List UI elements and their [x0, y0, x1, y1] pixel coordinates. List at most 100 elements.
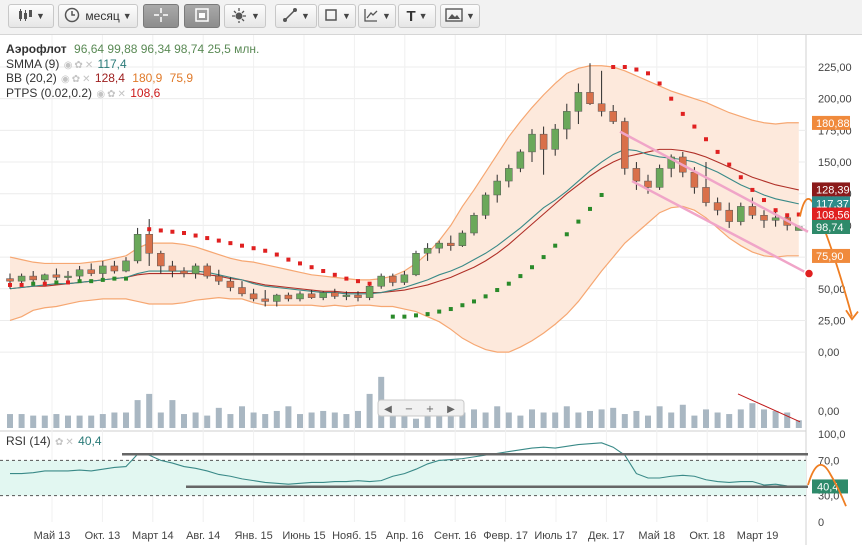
navigator-zoom-in-icon[interactable]: + — [426, 404, 434, 415]
candle-body — [17, 275, 26, 282]
eye-icon[interactable]: ◉ — [96, 88, 106, 100]
volume-bar — [308, 412, 315, 428]
price-tag-label: 108,56 — [816, 210, 850, 222]
crosshair-button[interactable] — [143, 4, 179, 28]
volume-bar — [529, 409, 535, 428]
volume-bar — [679, 404, 686, 428]
volume-bar — [41, 415, 48, 428]
navigator-bar — [377, 399, 465, 417]
candle-body — [319, 292, 327, 298]
volume-bar — [656, 406, 663, 428]
ptps-dot — [112, 276, 117, 281]
ptps-dot — [530, 265, 534, 270]
ptps-dot — [495, 288, 500, 293]
volume-bar — [366, 393, 373, 428]
navigator-zoom-out-icon[interactable]: − — [405, 404, 413, 415]
eye-icon[interactable]: ◉ — [61, 74, 70, 85]
ptps-dot — [298, 261, 302, 266]
rsi-legend: RSI (14) ✿ ✕ 40,4 — [6, 434, 102, 448]
candle-body — [447, 242, 455, 246]
candle-body — [249, 293, 258, 300]
volume-bar — [53, 414, 60, 428]
image-button[interactable]: ▼ — [440, 4, 480, 28]
volume-bar — [737, 409, 744, 428]
ptps-dot — [796, 212, 801, 217]
indicators-button[interactable]: ▼ — [224, 4, 266, 28]
ptps-dot — [42, 281, 47, 286]
volume-bar — [343, 414, 350, 428]
volume-bar — [598, 409, 605, 428]
volume-bar — [320, 410, 327, 428]
candle-body — [122, 260, 130, 272]
navigator-right-icon[interactable]: ▶ — [447, 404, 455, 415]
line-tool-button[interactable]: ▼ — [275, 4, 317, 28]
trend-end-marker — [803, 268, 815, 279]
candle-body — [737, 206, 745, 222]
chart-window-button[interactable] — [184, 4, 220, 28]
ptps-dot — [680, 111, 685, 116]
volume-bar — [587, 410, 593, 428]
x-tick-label: Март 14 — [132, 530, 174, 542]
candle-body — [168, 265, 177, 272]
volume-bar — [645, 415, 651, 428]
candle-body — [725, 209, 733, 222]
candle-body — [87, 269, 95, 274]
x-tick-label: Май 13 — [34, 530, 71, 542]
candle-body — [365, 285, 374, 298]
period-label: месяц — [85, 9, 120, 23]
legend: Аэрофлот 96,64 99,88 96,34 98,74 25,5 мл… — [6, 42, 259, 100]
candle-body — [748, 206, 757, 216]
ptps-dot — [216, 238, 221, 243]
x-tick-label: Апр. 16 — [386, 530, 424, 542]
ptps-dot — [147, 227, 152, 232]
candle-body — [238, 287, 246, 295]
close-icon[interactable]: ✕ — [84, 59, 94, 71]
volume-bar — [99, 414, 106, 428]
candle-body — [110, 265, 119, 272]
volume-bar — [215, 407, 222, 428]
candle-body — [597, 103, 606, 112]
volume-bar — [88, 415, 95, 428]
period-select[interactable]: месяц ▼ — [58, 4, 138, 28]
gear-icon[interactable]: ✿ — [74, 59, 83, 71]
rsi-value: 40,4 — [78, 434, 102, 448]
volume-bar — [505, 412, 512, 428]
volume-bar — [436, 410, 443, 428]
gear-icon[interactable]: ✿ — [107, 88, 116, 100]
rsi-forecast-arrow — [807, 464, 847, 507]
eye-icon[interactable]: ◉ — [63, 59, 73, 71]
gear-icon[interactable]: ✿ — [55, 437, 64, 448]
x-tick-label: Дек. 17 — [588, 530, 625, 542]
close-icon[interactable]: ✕ — [117, 88, 126, 100]
ptps-dot — [518, 274, 523, 279]
candle-body — [389, 275, 397, 283]
price-chart[interactable]: 225,00200,00175,00150,00125,00100,0075,0… — [0, 35, 862, 545]
ptps-dot — [356, 279, 360, 284]
ptps-dot — [8, 282, 12, 287]
volume-bar — [413, 418, 419, 428]
candle-body — [64, 275, 72, 278]
y-tick-label: 25,00 — [818, 315, 846, 327]
price-tag-label: 180,88 — [816, 118, 850, 130]
close-icon[interactable]: ✕ — [82, 74, 91, 85]
gear-icon[interactable]: ✿ — [71, 74, 81, 85]
ptps-dot — [599, 192, 604, 197]
x-tick-label: Февр. 17 — [483, 530, 528, 542]
trend-channel-lower — [631, 179, 809, 275]
volume-bar — [772, 410, 779, 428]
chart-type-button[interactable]: ▼ — [8, 4, 54, 28]
candle-body — [690, 171, 699, 188]
ptps-dot — [541, 255, 546, 260]
x-tick-label: Сент. 16 — [434, 530, 476, 542]
close-icon[interactable]: ✕ — [65, 437, 74, 448]
volume-bar — [30, 415, 37, 428]
volume-bar — [273, 410, 280, 428]
legend-ptps-row: PTPS (0.02,0.2) ◉ ✿ ✕ 108,6 — [6, 86, 259, 101]
shape-tool-button[interactable]: ▼ — [318, 4, 356, 28]
volume-bar — [621, 414, 628, 428]
rsi-tick-label: 30,0 — [818, 491, 839, 503]
ptps-dot — [692, 124, 697, 129]
drawing-tool-button[interactable]: ▼ — [358, 4, 396, 28]
navigator-left-icon[interactable]: ◀ — [384, 404, 392, 415]
text-tool-button[interactable]: T ▼ — [398, 4, 436, 28]
